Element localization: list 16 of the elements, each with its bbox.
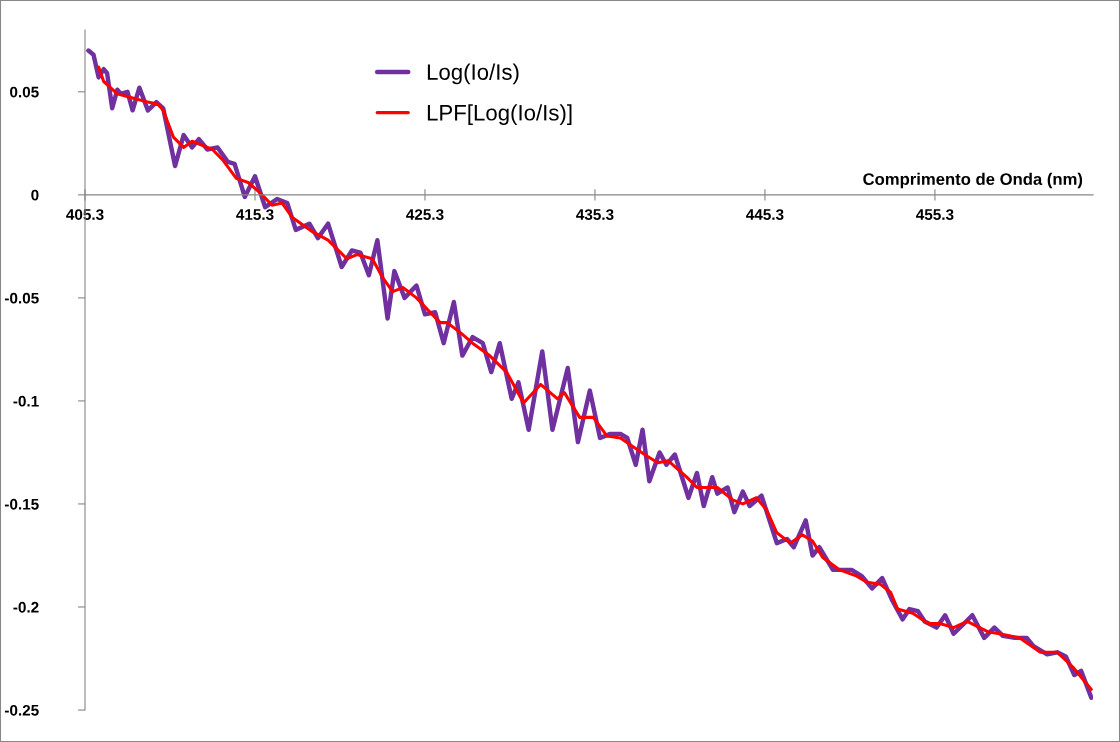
y-tick-label: 0 <box>31 189 39 201</box>
x-axis-title: Comprimento de Onda (nm) <box>863 172 1083 189</box>
y-tick-label: -0.1 <box>13 395 39 407</box>
legend-label: Log(Io/Is) <box>427 63 519 85</box>
x-tick-label: 445.3 <box>746 209 784 220</box>
x-tick-label: 435.3 <box>576 209 614 220</box>
y-tick-label: -0.05 <box>4 292 39 304</box>
x-tick-label: 405.3 <box>66 209 104 220</box>
x-tick-label: 415.3 <box>236 209 274 220</box>
y-tick-label: -0.15 <box>4 498 39 510</box>
legend-label: LPF[Log(Io/Is)] <box>427 104 572 126</box>
y-tick-label: -0.25 <box>4 704 39 716</box>
x-tick-label: 425.3 <box>406 209 444 220</box>
y-tick-label: -0.2 <box>13 601 39 613</box>
x-tick-label: 455.3 <box>916 209 954 220</box>
y-tick-label: 0.05 <box>10 86 39 98</box>
